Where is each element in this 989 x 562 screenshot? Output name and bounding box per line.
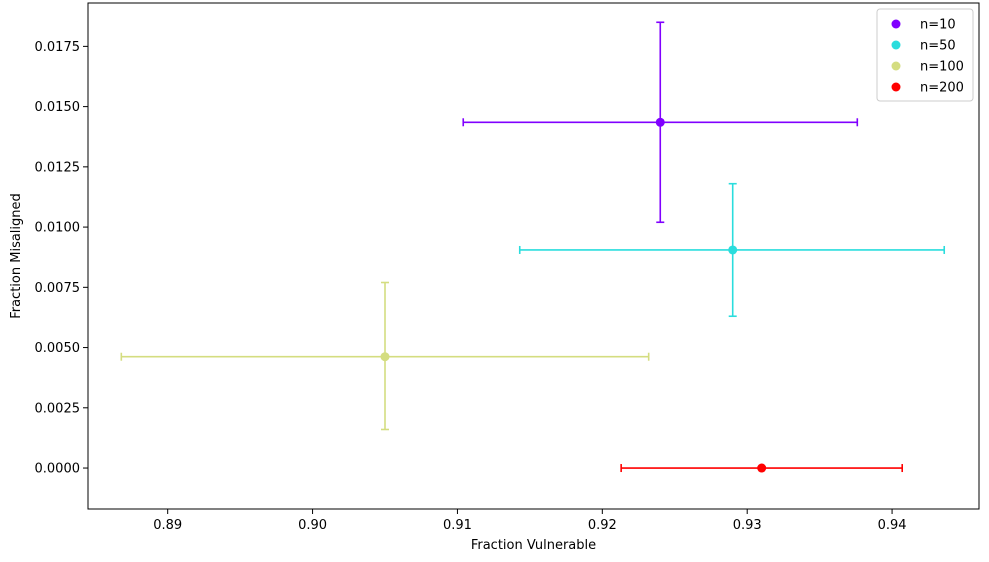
legend-marker	[891, 40, 901, 50]
legend-marker	[891, 19, 901, 29]
legend-frame	[876, 8, 974, 102]
x-tick-label: 0.94	[878, 518, 907, 533]
data-point	[757, 463, 767, 473]
x-tick-label: 0.91	[443, 518, 472, 533]
data-point	[655, 117, 665, 127]
series-n-100	[120, 281, 650, 431]
data-point	[728, 245, 738, 255]
series-n-10	[462, 21, 859, 224]
x-axis: 0.89 0.90 0.91 0.92 0.93 0.94	[153, 509, 907, 533]
x-tick-label: 0.90	[298, 518, 327, 533]
x-tick-label: 0.89	[153, 518, 182, 533]
y-tick-label: 0.0150	[35, 100, 81, 115]
y-axis-title: Fraction Misaligned	[9, 193, 24, 319]
legend-marker	[891, 82, 901, 92]
y-tick-label: 0.0100	[35, 221, 81, 236]
y-tick-label: 0.0075	[35, 281, 81, 296]
y-tick-label: 0.0000	[35, 462, 81, 477]
y-tick-label: 0.0025	[35, 401, 81, 416]
x-axis-title: Fraction Vulnerable	[471, 538, 596, 553]
legend-label: n=50	[920, 39, 956, 54]
data-point	[380, 352, 390, 362]
series-layer	[120, 21, 946, 473]
legend-marker	[891, 61, 901, 71]
x-tick-label: 0.92	[588, 518, 617, 533]
legend-label: n=100	[920, 60, 964, 75]
x-tick-label: 0.93	[733, 518, 762, 533]
y-tick-label: 0.0050	[35, 341, 81, 356]
legend: n=10 n=50 n=100 n=200	[876, 8, 974, 102]
y-axis: 0.0000 0.0025 0.0050 0.0075 0.0100 0.0125 0.01…	[35, 40, 88, 477]
y-tick-label: 0.0125	[35, 160, 81, 175]
plot-area	[87, 2, 980, 510]
legend-label: n=200	[920, 81, 964, 96]
series-n-200	[620, 463, 904, 473]
series-n-50	[518, 182, 946, 318]
y-tick-label: 0.0175	[35, 40, 81, 55]
legend-label: n=10	[920, 18, 956, 33]
